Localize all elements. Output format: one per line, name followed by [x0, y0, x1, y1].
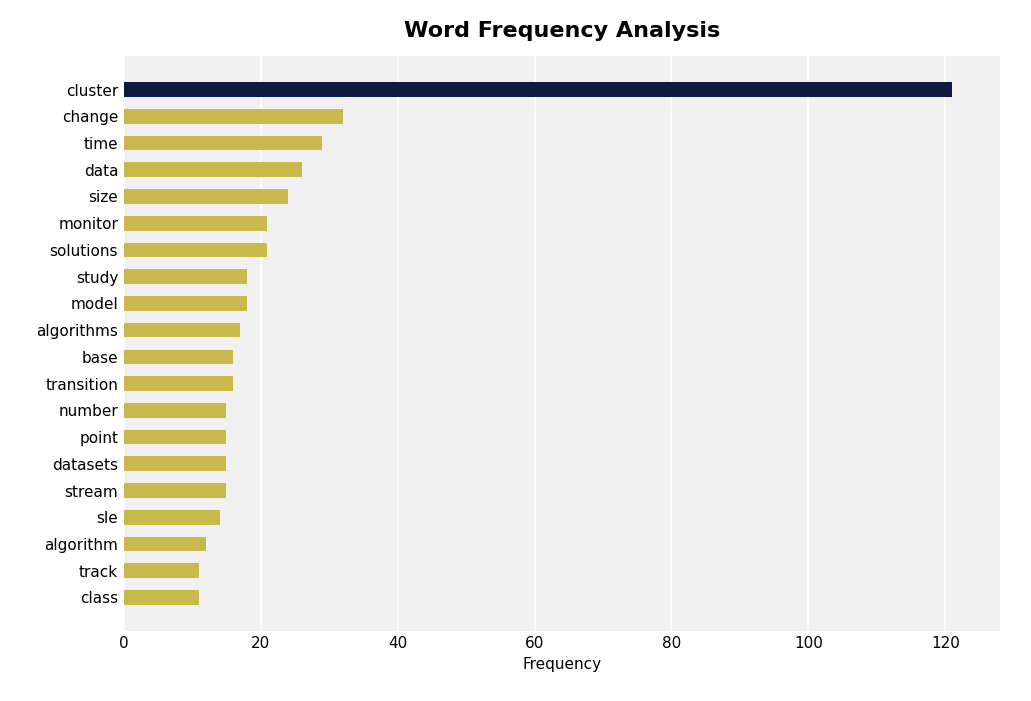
Bar — [124, 189, 288, 204]
Bar — [124, 163, 302, 177]
Bar — [124, 564, 199, 578]
Bar — [124, 243, 267, 257]
Bar — [124, 350, 233, 365]
Bar — [124, 456, 227, 471]
Bar — [124, 403, 227, 418]
Bar — [124, 269, 247, 284]
Bar — [124, 136, 323, 151]
Bar — [124, 216, 267, 231]
Title: Word Frequency Analysis: Word Frequency Analysis — [404, 20, 720, 41]
Bar — [124, 376, 233, 391]
Bar — [124, 109, 342, 123]
Bar — [124, 296, 247, 311]
X-axis label: Frequency: Frequency — [523, 657, 601, 672]
Bar — [124, 510, 220, 524]
Bar — [124, 430, 227, 444]
Bar — [124, 322, 240, 337]
Bar — [124, 82, 953, 97]
Bar — [124, 590, 199, 605]
Bar — [124, 483, 227, 498]
Bar — [124, 536, 206, 551]
